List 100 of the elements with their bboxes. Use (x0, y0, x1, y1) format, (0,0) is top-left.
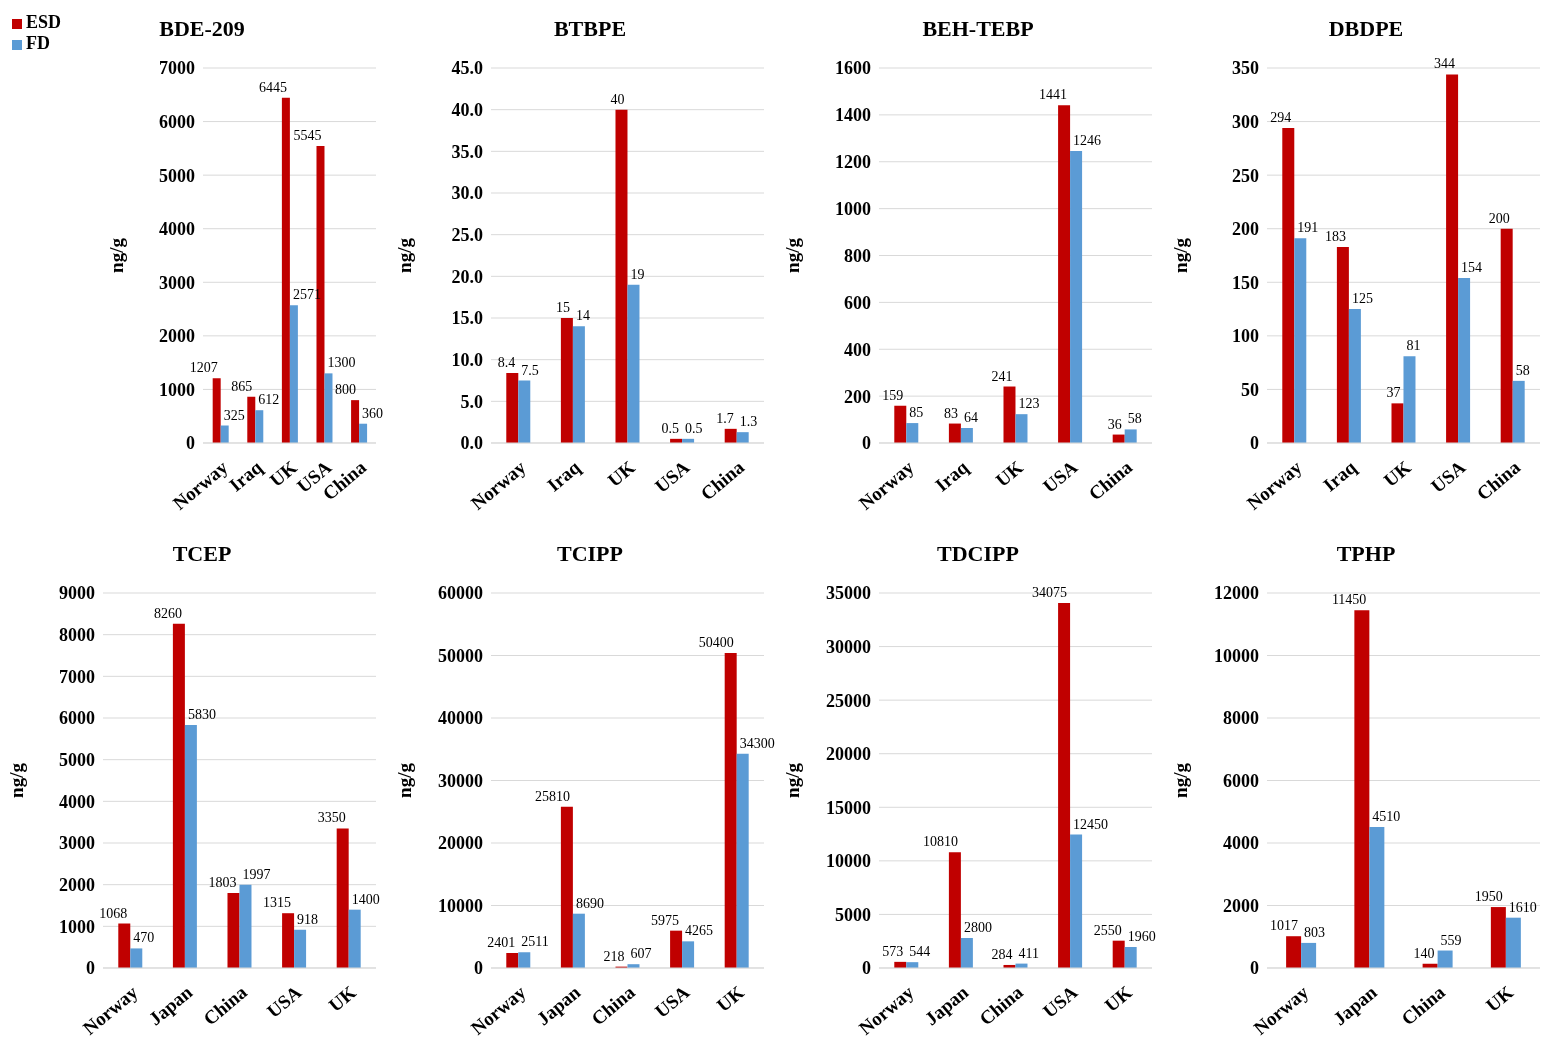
data-label: 125 (1351, 291, 1373, 307)
x-tick-label: Iraq (931, 456, 973, 496)
chart-title: TDCIPP (936, 541, 1020, 567)
data-label: 14 (575, 308, 590, 324)
y-axis-title: ng/g (5, 762, 27, 798)
data-label: 19 (630, 266, 645, 282)
y-tick-label: 1600 (835, 58, 871, 79)
y-tick-label: 5.0 (460, 391, 483, 412)
y-tick-label: 60000 (438, 583, 483, 604)
data-label: 2550 (1093, 922, 1122, 938)
chart-title: TPHP (1335, 541, 1397, 567)
y-tick-label: 30000 (438, 770, 483, 791)
data-label: 25810 (534, 788, 570, 804)
x-tick-label: UK (324, 981, 361, 1016)
y-tick-label: 0 (1250, 958, 1259, 979)
data-label: 1207 (189, 360, 218, 376)
y-tick-label: 5000 (835, 904, 871, 925)
data-label: 154 (1461, 260, 1483, 275)
data-label: 325 (223, 407, 245, 423)
data-label: 183 (1324, 228, 1346, 244)
data-label: 8.4 (497, 355, 516, 370)
data-label: 81 (1406, 338, 1421, 354)
y-tick-label: 40000 (438, 708, 483, 729)
data-label: 544 (909, 944, 931, 960)
y-tick-label: 20000 (438, 833, 483, 854)
x-tick-label: UK (712, 981, 749, 1016)
y-axis-title: ng/g (1169, 762, 1191, 798)
y-axis-title: ng/g (105, 237, 127, 273)
y-tick-label: 3000 (159, 272, 195, 293)
data-label: 7.5 (521, 362, 539, 378)
y-tick-label: 6000 (1223, 770, 1259, 791)
x-tick-label: USA (1038, 981, 1082, 1022)
x-tick-label: UK (991, 456, 1027, 491)
y-tick-label: 4000 (59, 791, 95, 812)
y-tick-label: 0 (474, 958, 483, 979)
data-label: 1610 (1508, 899, 1537, 915)
x-tick-label: UK (603, 456, 639, 491)
data-label: 612 (258, 392, 280, 408)
y-tick-label: 200 (1232, 219, 1259, 240)
y-tick-label: 2000 (159, 326, 195, 347)
x-tick-label: Iraq (1319, 456, 1361, 496)
data-label: 800 (335, 382, 357, 398)
x-tick-label: USA (650, 456, 694, 497)
y-tick-label: 0.0 (460, 433, 483, 454)
x-tick-label: UK (1481, 981, 1518, 1016)
data-label: 4265 (685, 923, 714, 939)
y-tick-label: 15000 (826, 797, 871, 818)
data-label: 123 (1018, 396, 1040, 412)
legend-label: FD (26, 33, 50, 53)
y-tick-label: 250 (1232, 165, 1259, 186)
data-label: 6445 (258, 79, 287, 95)
data-label: 1441 (1039, 87, 1068, 103)
data-label: 803 (1304, 924, 1326, 940)
data-label: 4510 (1372, 809, 1401, 825)
y-tick-label: 0 (86, 958, 95, 979)
y-axis-title: ng/g (781, 237, 803, 273)
data-label: 2401 (487, 934, 516, 950)
y-tick-label: 50 (1241, 379, 1259, 400)
data-label: 1400 (351, 891, 380, 907)
y-tick-label: 7000 (159, 58, 195, 79)
y-tick-label: 45.0 (451, 58, 483, 79)
y-tick-label: 10000 (826, 851, 871, 872)
data-label: 1950 (1474, 889, 1503, 905)
data-label: 34075 (1032, 584, 1068, 600)
chart-title: BEH-TEBP (921, 16, 1035, 42)
data-label: 0.5 (661, 420, 680, 436)
y-axis-title: ng/g (393, 762, 415, 798)
chart-title: BTBPE (552, 16, 628, 42)
y-tick-label: 20.0 (451, 266, 483, 287)
y-tick-label: 10.0 (451, 350, 483, 371)
data-label: 573 (882, 943, 904, 959)
data-label: 64 (963, 410, 978, 425)
y-tick-label: 4000 (1223, 833, 1259, 854)
chart-title: TCIPP (556, 541, 624, 567)
y-tick-label: 7000 (59, 666, 95, 687)
data-label: 294 (1270, 110, 1292, 125)
data-label: 40 (610, 91, 625, 107)
y-tick-label: 100 (1232, 326, 1259, 347)
y-tick-label: 6000 (59, 708, 95, 729)
data-label: 159 (882, 387, 904, 403)
data-label: 140 (1413, 945, 1435, 961)
y-tick-label: 150 (1232, 272, 1259, 293)
data-label: 5545 (293, 127, 322, 143)
data-label: 241 (991, 368, 1013, 384)
data-label: 83 (943, 405, 958, 421)
y-tick-label: 0 (186, 433, 195, 454)
x-tick-label: USA (1038, 456, 1082, 497)
y-tick-label: 400 (844, 339, 871, 360)
data-label: 2800 (963, 920, 992, 935)
y-tick-label: 30.0 (451, 183, 483, 204)
y-tick-label: 5000 (159, 165, 195, 186)
y-tick-label: 40.0 (451, 100, 483, 121)
x-tick-label: USA (1426, 456, 1470, 497)
y-tick-label: 0 (862, 433, 871, 454)
data-label: 1246 (1073, 132, 1102, 148)
y-tick-label: 800 (844, 245, 871, 266)
data-label: 58 (1515, 362, 1530, 378)
data-label: 200 (1488, 210, 1510, 226)
data-label: 37 (1386, 385, 1401, 401)
data-label: 1017 (1270, 918, 1299, 934)
